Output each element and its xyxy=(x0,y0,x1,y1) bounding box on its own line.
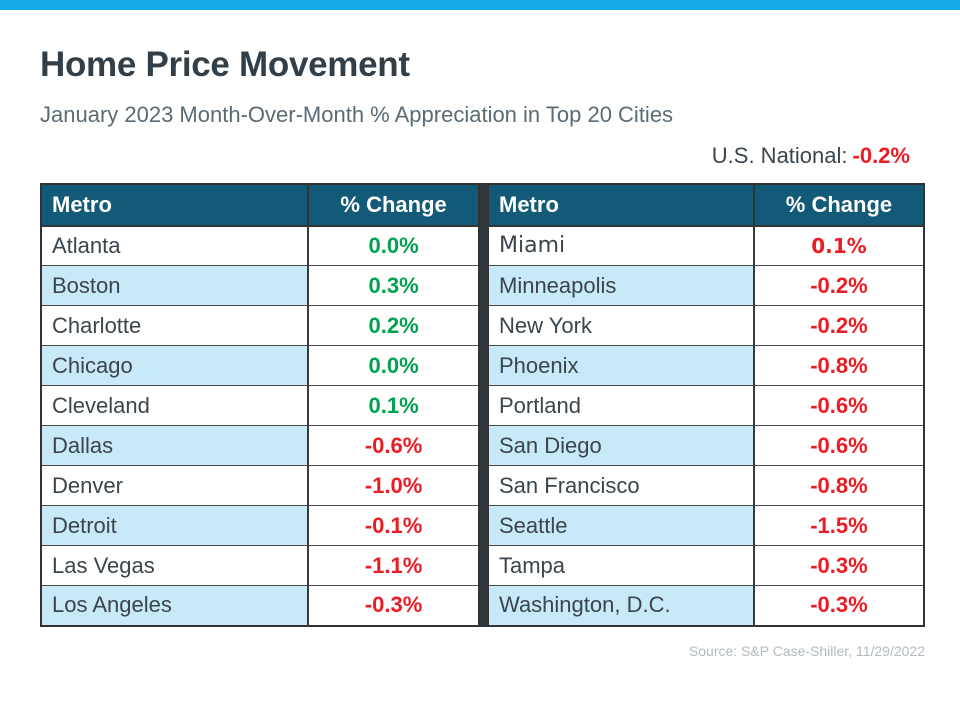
metro-change-value: -1.1% xyxy=(307,545,480,586)
table-row: New York -0.2% xyxy=(487,305,925,346)
table-row: Portland -0.6% xyxy=(487,385,925,426)
metro-name: Miami xyxy=(487,225,755,266)
metro-name: Cleveland xyxy=(40,385,310,426)
metro-change-value: 0.2% xyxy=(307,305,480,346)
metro-name: Las Vegas xyxy=(40,545,310,586)
metro-name: Chicago xyxy=(40,345,310,386)
table-row: San Francisco -0.8% xyxy=(487,465,925,506)
table-header-left: Metro % Change xyxy=(39,182,480,227)
metro-change-value: -0.3% xyxy=(307,585,480,626)
top-accent-bar xyxy=(0,0,960,10)
table-row: Seattle -1.5% xyxy=(487,505,925,546)
table-row: Cleveland 0.1% xyxy=(40,385,480,426)
table-row: Chicago 0.0% xyxy=(40,345,480,386)
table-header-right: Metro % Change xyxy=(487,182,926,227)
column-header-change: % Change xyxy=(752,182,926,227)
metro-name: New York xyxy=(487,305,755,346)
metro-name: Tampa xyxy=(487,545,755,586)
metro-change-value: 0.0% xyxy=(307,345,480,386)
table-row: Atlanta 0.0% xyxy=(40,225,480,266)
source-note: Source: S&P Case-Shiller, 11/29/2022 xyxy=(688,642,925,659)
metro-name: Atlanta xyxy=(40,225,310,266)
national-note: U.S. National: -0.2% xyxy=(0,143,910,169)
metro-change-value: 0.3% xyxy=(307,265,480,306)
slide: Home Price Movement January 2023 Month-O… xyxy=(0,0,960,659)
table-row: San Diego -0.6% xyxy=(487,425,925,466)
page-subtitle: January 2023 Month-Over-Month % Apprecia… xyxy=(40,101,674,127)
metro-name: Denver xyxy=(40,465,310,506)
column-header-metro: Metro xyxy=(487,182,755,227)
metro-name: Boston xyxy=(40,265,310,306)
table-row: Boston 0.3% xyxy=(40,265,480,306)
table-row: Los Angeles -0.3% xyxy=(40,585,480,626)
metro-name: Los Angeles xyxy=(40,585,310,626)
column-header-change: % Change xyxy=(307,182,480,227)
metro-name: Washington, D.C. xyxy=(487,585,755,626)
metro-change-value: -0.8% xyxy=(753,345,925,386)
table-row: Washington, D.C. -0.3% xyxy=(487,585,925,626)
metro-change-value: -0.2% xyxy=(753,265,925,306)
metro-change-value: 0.1% xyxy=(753,225,925,266)
metro-name: Phoenix xyxy=(487,345,755,386)
table-body-right: Miami 0.1% Minneapolis -0.2% New York -0… xyxy=(487,225,925,626)
table-row: Miami 0.1% xyxy=(487,225,925,266)
metro-name: Charlotte xyxy=(40,305,310,346)
header-row: Metro % Change xyxy=(39,182,480,227)
table-body-left: Atlanta 0.0% Boston 0.3% Charlotte 0.2% … xyxy=(40,225,480,626)
metro-table-right: Metro % Change Miami 0.1% Minneapolis -0… xyxy=(487,182,926,627)
national-value: -0.2% xyxy=(852,142,910,168)
metro-name: Dallas xyxy=(40,425,310,466)
table-row: Charlotte 0.2% xyxy=(40,305,480,346)
table-row: Phoenix -0.8% xyxy=(487,345,925,386)
table-row: Las Vegas -1.1% xyxy=(40,545,480,586)
table-row: Minneapolis -0.2% xyxy=(487,265,925,306)
metro-change-value: -0.2% xyxy=(753,305,925,346)
metro-tables: Metro % Change Atlanta 0.0% Boston 0.3% … xyxy=(39,182,926,627)
metro-name: Detroit xyxy=(40,505,310,546)
metro-change-value: -0.3% xyxy=(753,585,925,626)
metro-name: San Diego xyxy=(487,425,755,466)
metro-name: Portland xyxy=(487,385,755,426)
metro-name: Seattle xyxy=(487,505,755,546)
metro-change-value: -0.3% xyxy=(753,545,925,586)
metro-change-value: -0.6% xyxy=(753,385,925,426)
metro-change-value: -1.5% xyxy=(753,505,925,546)
metro-table-left: Metro % Change Atlanta 0.0% Boston 0.3% … xyxy=(39,182,480,627)
metro-change-value: -0.6% xyxy=(307,425,480,466)
table-row: Dallas -0.6% xyxy=(40,425,480,466)
table-row: Tampa -0.3% xyxy=(487,545,925,586)
metro-change-value: 0.0% xyxy=(307,225,480,266)
metro-name: San Francisco xyxy=(487,465,755,506)
column-header-metro: Metro xyxy=(39,182,310,227)
metro-name: Minneapolis xyxy=(487,265,755,306)
metro-change-value: -0.1% xyxy=(307,505,480,546)
header-row: Metro % Change xyxy=(487,182,926,227)
metro-change-value: -1.0% xyxy=(307,465,480,506)
table-row: Detroit -0.1% xyxy=(40,505,480,546)
metro-change-value: 0.1% xyxy=(307,385,480,426)
metro-change-value: -0.8% xyxy=(753,465,925,506)
national-label: U.S. National: xyxy=(711,142,848,168)
table-row: Denver -1.0% xyxy=(40,465,480,506)
metro-change-value: -0.6% xyxy=(753,425,925,466)
page-title: Home Price Movement xyxy=(40,45,410,84)
